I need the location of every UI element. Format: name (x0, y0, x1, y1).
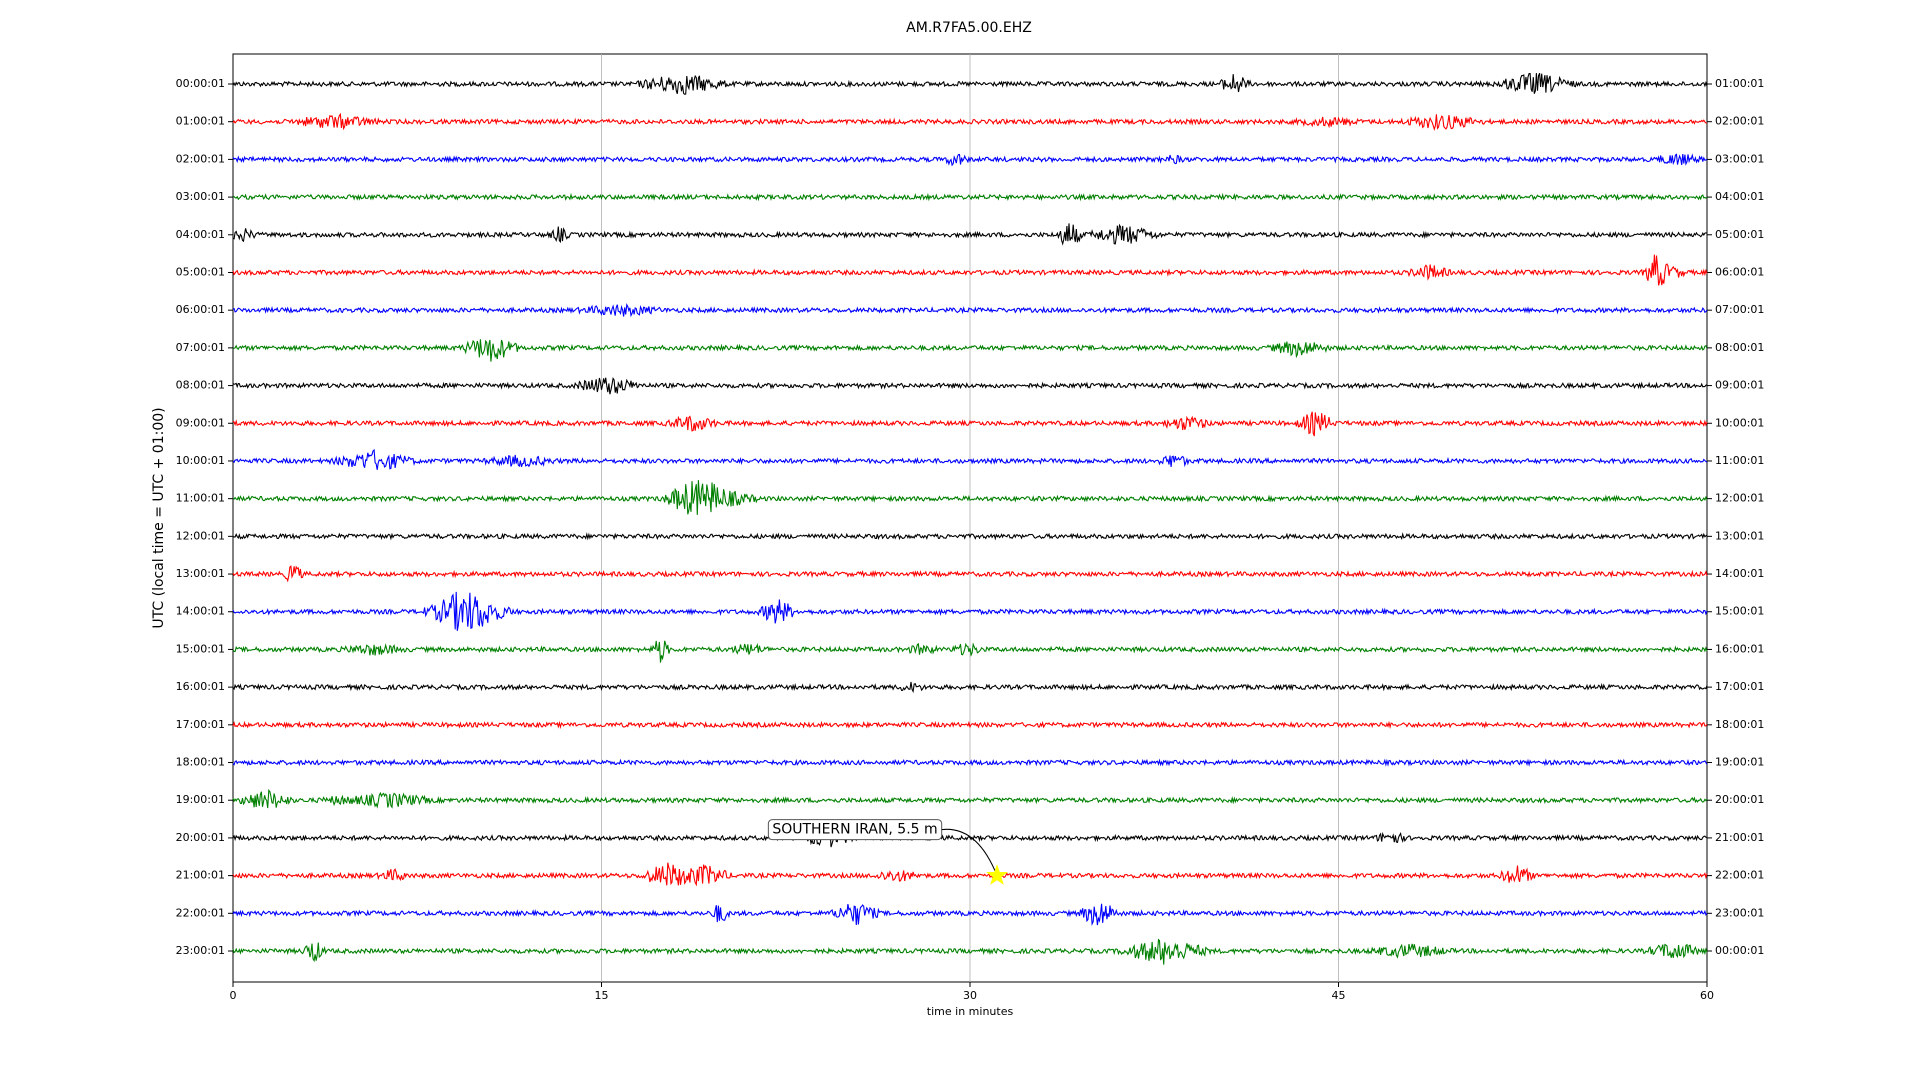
right-row-label: 02:00:01 (1715, 115, 1764, 128)
left-row-label: 08:00:01 (176, 379, 225, 392)
left-row-label: 09:00:01 (176, 416, 225, 429)
left-row-label: 00:00:01 (176, 77, 225, 90)
x-tick-label: 30 (963, 989, 977, 1002)
trace (232, 532, 1708, 541)
left-row-label: 10:00:01 (176, 454, 225, 467)
left-row-label: 12:00:01 (176, 529, 225, 542)
x-tick-label: 15 (595, 989, 609, 1002)
trace (232, 376, 1708, 395)
trace (232, 862, 1708, 887)
left-row-label: 21:00:01 (176, 869, 225, 882)
left-row-label: 19:00:01 (176, 793, 225, 806)
event-marker (986, 864, 1008, 885)
trace (232, 640, 1708, 663)
right-row-label: 04:00:01 (1715, 190, 1764, 203)
right-row-label: 09:00:01 (1715, 379, 1764, 392)
trace (232, 448, 1708, 470)
trace (232, 72, 1708, 95)
right-row-label: 10:00:01 (1715, 416, 1764, 429)
trace (232, 254, 1708, 286)
x-tick-label: 60 (1700, 989, 1714, 1002)
trace (232, 720, 1708, 730)
x-tick-label: 45 (1332, 989, 1346, 1002)
right-row-label: 00:00:01 (1715, 944, 1764, 957)
left-row-label: 13:00:01 (176, 567, 225, 580)
right-row-label: 13:00:01 (1715, 529, 1764, 542)
right-row-label: 01:00:01 (1715, 77, 1764, 90)
trace (232, 758, 1708, 767)
right-row-label: 17:00:01 (1715, 680, 1764, 693)
trace (232, 192, 1708, 202)
trace (232, 339, 1708, 362)
right-row-label: 03:00:01 (1715, 152, 1764, 165)
annotation: SOUTHERN IRAN, 5.5 m (767, 819, 998, 876)
right-row-label: 19:00:01 (1715, 756, 1764, 769)
left-row-label: 16:00:01 (176, 680, 225, 693)
right-row-label: 23:00:01 (1715, 906, 1764, 919)
left-row-label: 18:00:01 (176, 756, 225, 769)
right-row-label: 06:00:01 (1715, 265, 1764, 278)
trace (232, 591, 1708, 631)
left-row-label: 14:00:01 (176, 605, 225, 618)
trace (232, 153, 1708, 167)
trace (232, 223, 1708, 246)
annotation-label: SOUTHERN IRAN, 5.5 m (772, 822, 937, 838)
left-row-label: 02:00:01 (176, 152, 225, 165)
left-row-label: 05:00:01 (176, 265, 225, 278)
left-row-label: 23:00:01 (176, 944, 225, 957)
trace (232, 112, 1707, 131)
trace (232, 788, 1708, 809)
trace (232, 565, 1708, 583)
left-row-label: 20:00:01 (176, 831, 225, 844)
right-row-label: 11:00:01 (1715, 454, 1764, 467)
right-row-label: 14:00:01 (1715, 567, 1764, 580)
right-row-label: 16:00:01 (1715, 642, 1764, 655)
x-axis-label: time in minutes (927, 1005, 1014, 1018)
left-row-label: 22:00:01 (176, 906, 225, 919)
left-row-label: 07:00:01 (176, 341, 225, 354)
right-row-label: 22:00:01 (1715, 869, 1764, 882)
x-tick-label: 0 (230, 989, 237, 1002)
chart-title: AM.R7FA5.00.EHZ (906, 20, 1032, 36)
annotation-arrow (941, 828, 998, 876)
trace (232, 681, 1708, 694)
left-row-label: 15:00:01 (176, 642, 225, 655)
trace (232, 303, 1708, 318)
left-row-label: 03:00:01 (176, 190, 225, 203)
left-row-label: 04:00:01 (176, 228, 225, 241)
left-row-label: 01:00:01 (176, 115, 225, 128)
right-row-label: 07:00:01 (1715, 303, 1764, 316)
left-row-label: 06:00:01 (176, 303, 225, 316)
trace (232, 903, 1708, 927)
left-row-label: 17:00:01 (176, 718, 225, 731)
right-row-label: 05:00:01 (1715, 228, 1764, 241)
trace (232, 480, 1708, 515)
right-row-label: 08:00:01 (1715, 341, 1764, 354)
right-row-label: 15:00:01 (1715, 605, 1764, 618)
trace (232, 411, 1708, 437)
right-row-label: 12:00:01 (1715, 492, 1764, 505)
y-axis-label: UTC (local time = UTC + 01:00) (151, 407, 167, 628)
left-row-label: 11:00:01 (176, 492, 225, 505)
trace (232, 938, 1708, 965)
right-row-label: 21:00:01 (1715, 831, 1764, 844)
right-row-label: 18:00:01 (1715, 718, 1764, 731)
right-row-label: 20:00:01 (1715, 793, 1764, 806)
trace (232, 827, 1708, 848)
